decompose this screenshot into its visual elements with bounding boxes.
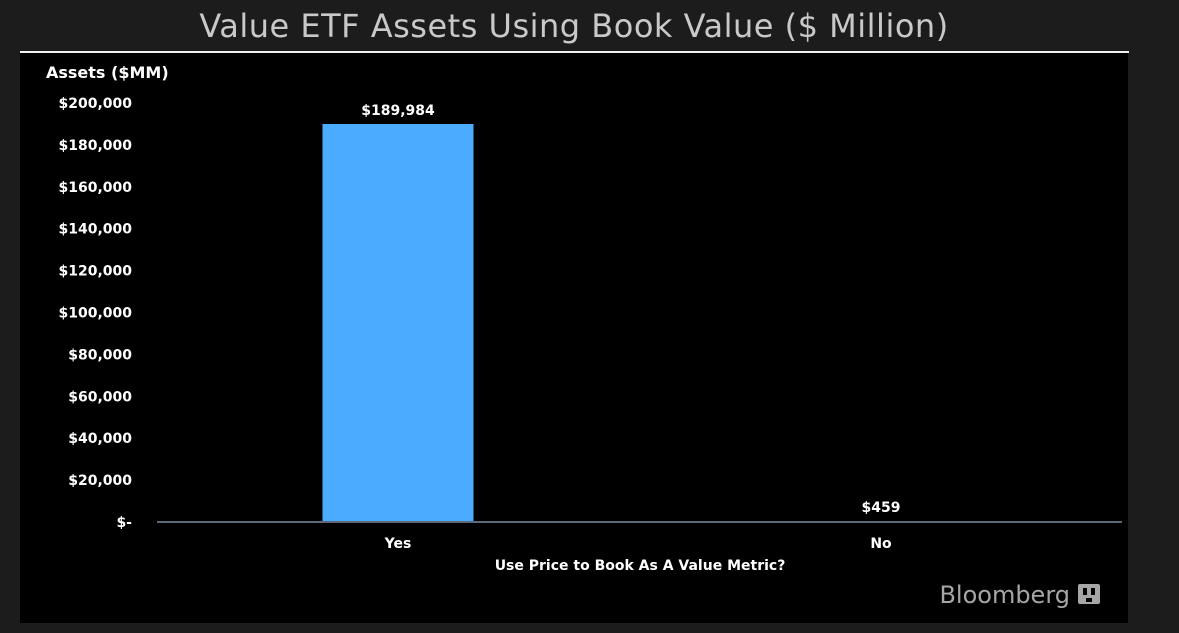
y-tick-label: $80,000: [68, 347, 132, 363]
y-tick-label: $140,000: [58, 222, 132, 238]
y-tick-label: $20,000: [68, 473, 132, 489]
chart-panel: Assets ($MM) $- $20,000 $40,000 $60,000 $80,…: [20, 53, 1128, 623]
data-labels: $189,984 $459: [361, 103, 900, 516]
y-tick-label: $180,000: [58, 138, 132, 154]
y-tick-label: $200,000: [58, 96, 132, 112]
source-attribution: Bloomberg: [939, 581, 1100, 609]
x-axis-title: Use Price to Book As A Value Metric?: [495, 558, 786, 574]
y-tick-label: $60,000: [68, 389, 132, 405]
y-tick-label: $120,000: [58, 264, 132, 280]
y-tick-label: $160,000: [58, 180, 132, 196]
y-tick-label: $-: [116, 515, 132, 531]
chart-title: Value ETF Assets Using Book Value ($ Mil…: [199, 7, 949, 45]
y-tick-label: $40,000: [68, 431, 132, 447]
bars: [322, 123, 957, 522]
y-tick-label: $100,000: [58, 306, 132, 322]
bloomberg-terminal-icon: [1078, 584, 1100, 604]
x-tick-label: No: [870, 536, 892, 552]
y-axis-ticks: $- $20,000 $40,000 $60,000 $80,000 $100,000 $1…: [58, 96, 132, 531]
data-label-no: $459: [862, 500, 901, 516]
source-label: Bloomberg: [939, 581, 1070, 609]
title-divider: [20, 51, 1129, 53]
y-axis-title: Assets ($MM): [46, 63, 169, 82]
x-axis-ticks: Yes No: [384, 536, 892, 552]
bar-chart: Assets ($MM) $- $20,000 $40,000 $60,000 $80,…: [46, 63, 1122, 609]
bar-yes: [322, 123, 474, 522]
x-tick-label: Yes: [384, 536, 412, 552]
data-label-yes: $189,984: [361, 103, 435, 119]
